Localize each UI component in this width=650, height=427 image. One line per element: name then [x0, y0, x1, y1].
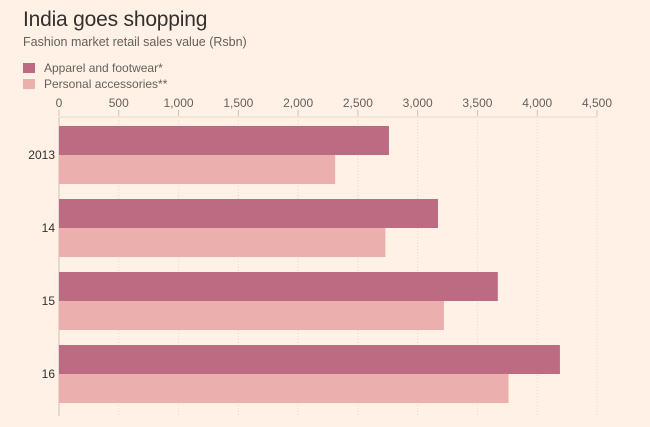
- bar-accessories-14: [59, 228, 386, 257]
- legend-label-accessories: Personal accessories**: [44, 77, 168, 91]
- category-label-14: 14: [42, 221, 56, 235]
- x-tick-label-9: 4,500: [582, 96, 612, 110]
- x-tick-label-0: 0: [56, 96, 63, 110]
- x-tick-label-1: 500: [109, 96, 129, 110]
- x-tick-label-2: 1,000: [164, 96, 194, 110]
- bar-apparel-15: [59, 272, 498, 301]
- x-tick-label-7: 3,500: [462, 96, 492, 110]
- legend: Apparel and footwear* Personal accessori…: [23, 60, 167, 92]
- x-tick-label-5: 2,500: [343, 96, 373, 110]
- x-tick-label-3: 1,500: [223, 96, 253, 110]
- legend-swatch-apparel: [23, 63, 35, 73]
- bar-apparel-2013: [59, 126, 389, 155]
- legend-item-apparel: Apparel and footwear*: [23, 60, 167, 76]
- bar-apparel-16: [59, 345, 560, 374]
- chart-title: India goes shopping: [23, 8, 208, 31]
- x-tick-label-8: 4,000: [522, 96, 552, 110]
- bar-apparel-14: [59, 199, 438, 228]
- category-label-2013: 2013: [28, 148, 55, 162]
- x-tick-label-4: 2,000: [283, 96, 313, 110]
- bar-accessories-15: [59, 301, 444, 330]
- bar-accessories-2013: [59, 155, 336, 184]
- bar-accessories-16: [59, 374, 509, 403]
- legend-label-apparel: Apparel and footwear*: [44, 61, 163, 75]
- category-label-15: 15: [42, 294, 56, 308]
- chart-subtitle: Fashion market retail sales value (Rsbn): [23, 35, 247, 49]
- legend-item-accessories: Personal accessories**: [23, 76, 167, 92]
- x-tick-label-6: 3,000: [403, 96, 433, 110]
- category-label-16: 16: [42, 367, 56, 381]
- legend-swatch-accessories: [23, 79, 35, 89]
